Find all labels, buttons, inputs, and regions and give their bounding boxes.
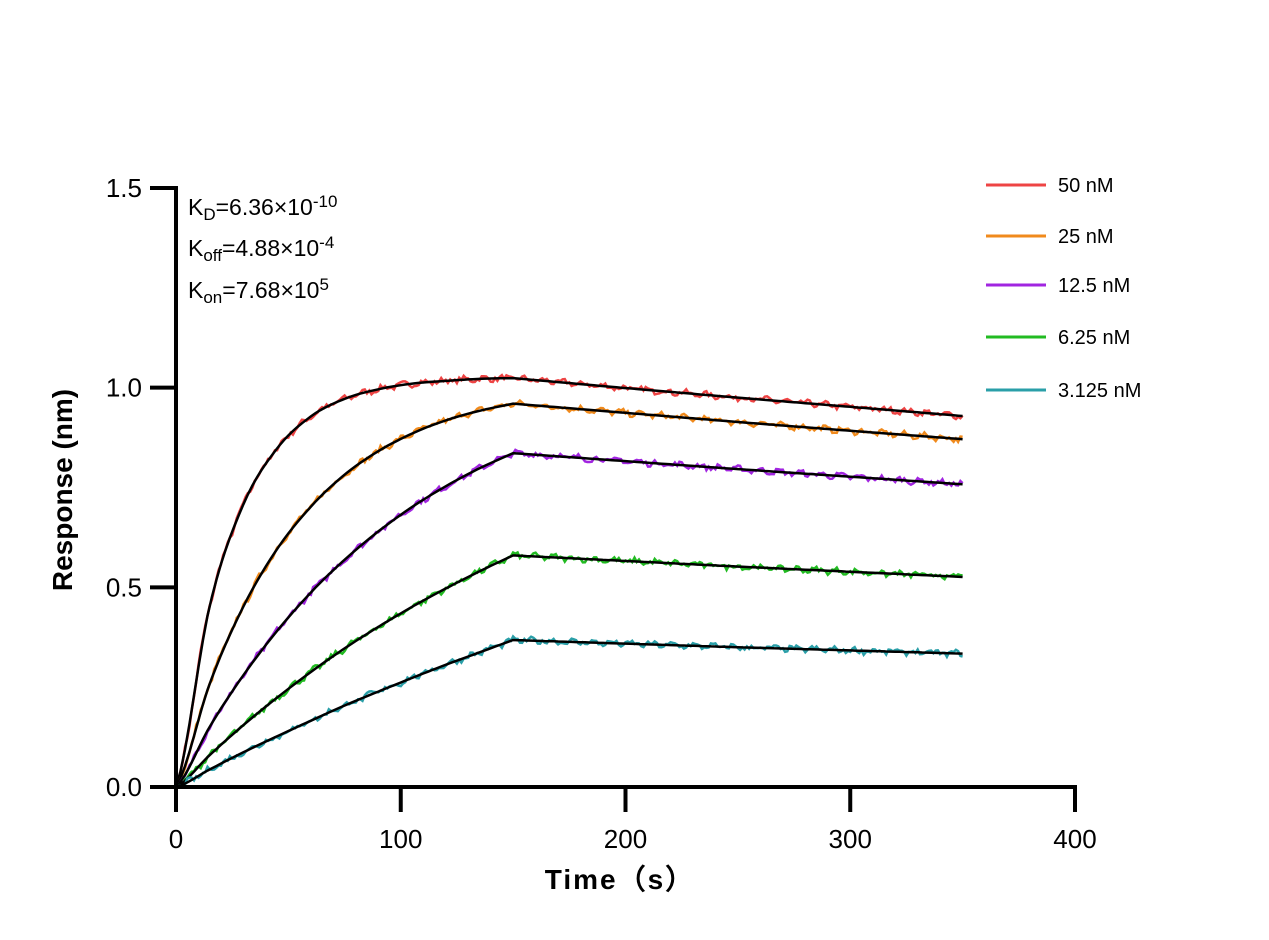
- annotation-sup: -4: [319, 233, 334, 252]
- legend-label: 25 nM: [1058, 226, 1114, 248]
- legend: 50 nM 25 nM 12.5 nM 6.25 nM 3.125 nM: [986, 175, 1141, 402]
- y-tick-label: 0.5: [106, 572, 142, 602]
- fit-line-50-nM: [174, 376, 963, 788]
- fit-line-25-nM: [174, 402, 963, 788]
- x-tick-label: 200: [604, 824, 647, 854]
- y-tick-label: 1.0: [106, 373, 142, 403]
- fit-line-6-25-nM: [175, 554, 963, 789]
- plot-area: [174, 373, 964, 789]
- x-tick-label: 100: [379, 824, 422, 854]
- legend-label: 6.25 nM: [1058, 327, 1130, 349]
- annotation-sub: D: [203, 205, 215, 224]
- x-tick-label: 300: [829, 824, 872, 854]
- annotation-base: K: [188, 194, 204, 220]
- x-tick-label: 400: [1053, 824, 1096, 854]
- annotation-sub: on: [203, 288, 222, 307]
- annotation-sup: -10: [313, 192, 338, 211]
- y-axis-label: Response (nm): [47, 389, 78, 591]
- y-ticks: 0.0 0.5 1.0 1.5: [106, 173, 176, 802]
- x-ticks: 0 100 200 300 400: [169, 787, 1097, 854]
- legend-label: 3.125 nM: [1058, 380, 1141, 402]
- fit-line-3-125-nM: [175, 638, 963, 789]
- annotation-sup: 5: [319, 275, 328, 294]
- data-line-50-nM: [174, 373, 964, 788]
- x-axis-label: Time（s）: [545, 863, 695, 895]
- fit-line-12-5-nM: [175, 451, 963, 788]
- data-line-3-125-nM: [175, 634, 963, 789]
- x-tick-label: 0: [169, 824, 183, 854]
- annotation-base: K: [188, 235, 204, 261]
- legend-label: 50 nM: [1058, 175, 1114, 197]
- data-line-6-25-nM: [175, 550, 963, 789]
- annotation-mid: =4.88×10: [222, 235, 319, 261]
- annotation-base: K: [188, 277, 204, 303]
- data-line-12-5-nM: [175, 448, 964, 788]
- kinetic-constant-off: Koff=4.88×10-4: [188, 233, 334, 265]
- annotation-mid: =6.36×10: [216, 194, 313, 220]
- annotation-sub: off: [203, 246, 222, 265]
- kinetic-constant-D: KD=6.36×10-10: [188, 192, 337, 224]
- y-tick-label: 0.0: [106, 772, 142, 802]
- y-tick-label: 1.5: [106, 173, 142, 203]
- legend-label: 12.5 nM: [1058, 275, 1130, 297]
- kinetic-constant-on: Kon=7.68×105: [188, 275, 329, 307]
- annotation-mid: =7.68×10: [222, 277, 319, 303]
